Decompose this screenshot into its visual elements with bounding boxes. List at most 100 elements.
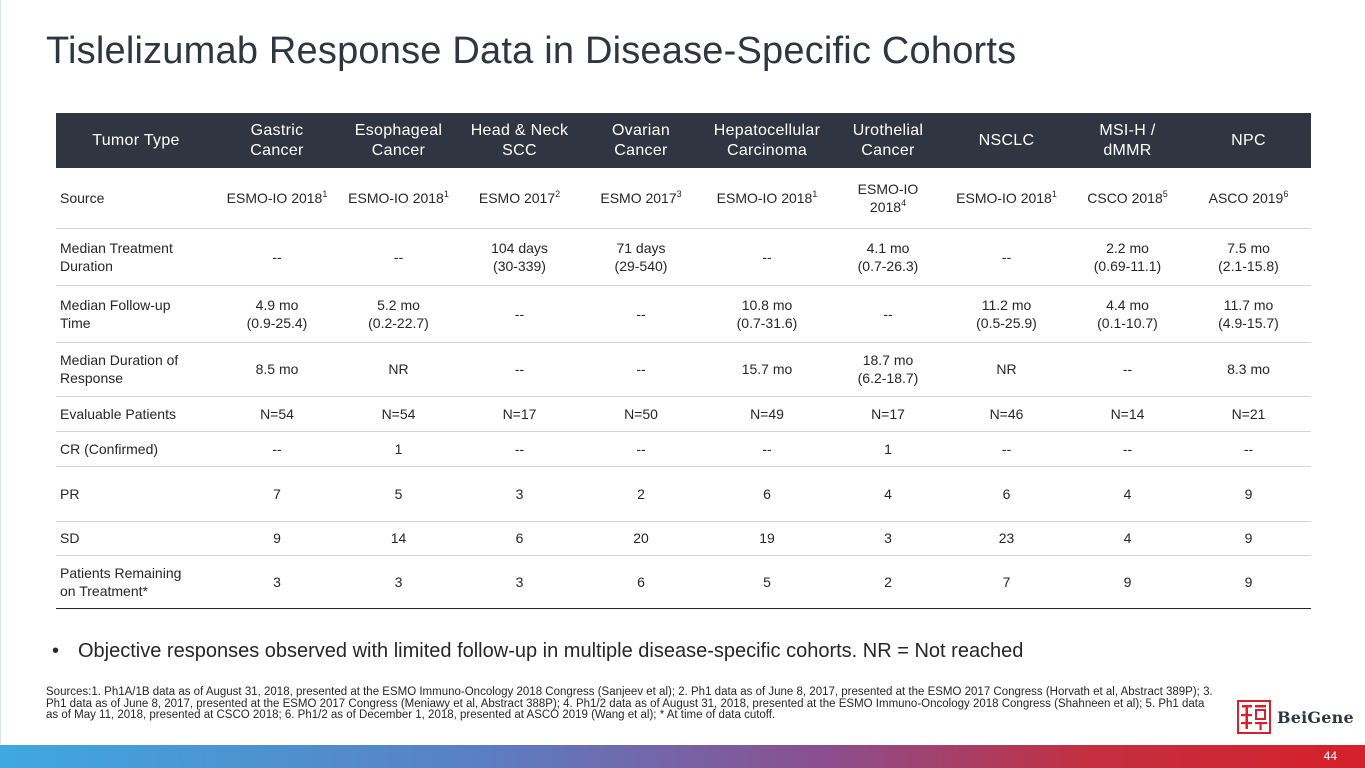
- source-cell: ESMO-IO 20181: [944, 168, 1069, 229]
- cell-value: --: [636, 305, 646, 322]
- cell-value: 10.8 mo: [741, 296, 793, 313]
- source-cell: ESMO 20173: [580, 168, 702, 229]
- cell-value: 19: [759, 530, 775, 546]
- table-cell: --: [459, 342, 580, 397]
- cell-value: --: [762, 440, 772, 457]
- table-row: Median Treatment Duration -- -- 104 days (30-…: [56, 228, 1311, 286]
- source-text: CSCO 2018: [1087, 189, 1163, 206]
- table-cell: --: [944, 228, 1069, 286]
- row-label-line1: SD: [60, 530, 80, 546]
- source-cell: ESMO 20172: [459, 168, 580, 229]
- table-row: Median Follow-up Time 4.9 mo (0.9-25.4) 5.2 …: [56, 285, 1311, 343]
- header-line2: Cancer: [861, 141, 915, 159]
- table-cell: 15.7 mo: [702, 342, 832, 397]
- cell-value: N=54: [381, 405, 416, 422]
- table-cell: 104 days (30-339): [459, 228, 580, 286]
- table-cell: 8.3 mo: [1186, 342, 1311, 397]
- table-cell: N=17: [832, 396, 944, 432]
- source-cell: ESMO-IO 20181: [216, 168, 338, 229]
- table-row: PR 7 5 3 2 6 4 6 4 9: [56, 466, 1311, 522]
- table-cell: 6: [944, 466, 1069, 522]
- table-cell: --: [1186, 431, 1311, 467]
- header-line1: Esophageal: [354, 121, 443, 139]
- cell-value: N=46: [989, 405, 1024, 422]
- source-text: ESMO-IO 2018: [716, 189, 813, 206]
- cell-value: 7: [273, 485, 281, 502]
- header-line1: Gastric: [250, 121, 304, 139]
- table-cell: 2.2 mo (0.69-11.1): [1069, 228, 1186, 286]
- cell-value: 9: [1244, 573, 1253, 590]
- cell-value: 4: [1123, 530, 1132, 546]
- cell-value: 4.4 mo: [1106, 296, 1149, 313]
- table-cell: N=14: [1069, 396, 1186, 432]
- table-cell: 14: [338, 521, 459, 556]
- cell-range: (0.69-11.1): [1093, 257, 1162, 274]
- cell-value: --: [272, 248, 282, 265]
- table-cell: 9: [1186, 555, 1311, 609]
- cell-value: --: [393, 248, 404, 265]
- table-cell: --: [580, 431, 702, 467]
- header-tumor-type: Tumor Type: [56, 113, 216, 168]
- table-cell: --: [216, 228, 338, 286]
- table-cell: 6: [580, 555, 702, 609]
- table-cell: --: [459, 431, 580, 467]
- row-label: CR (Confirmed): [56, 431, 216, 467]
- table-cell: --: [580, 285, 702, 343]
- table-cell: N=54: [216, 396, 338, 432]
- cell-value: 1: [884, 440, 892, 457]
- table-cell: --: [832, 285, 944, 343]
- cell-value: 6: [515, 530, 524, 546]
- header-row: Tumor Type Gastric Cancer Esophageal Cancer…: [56, 113, 1311, 168]
- header-column: NPC: [1186, 113, 1311, 168]
- table-cell: 71 days (29-540): [580, 228, 702, 286]
- cell-value: 4.1 mo: [866, 239, 910, 256]
- source-text: ESMO 2017: [600, 189, 677, 206]
- table-cell: --: [338, 228, 459, 286]
- cell-value: 9: [1244, 485, 1253, 502]
- cell-value: 71 days: [616, 239, 666, 256]
- key-takeaway-bullet: • Objective responses observed with limit…: [52, 640, 1023, 663]
- cell-value: 3: [515, 485, 524, 502]
- header-line2: Carcinoma: [726, 141, 808, 159]
- footnote-ref: 3: [676, 188, 682, 199]
- cell-value: 2: [637, 485, 645, 502]
- table-cell: 3: [459, 555, 580, 609]
- cell-value: --: [1122, 440, 1133, 457]
- table-cell: 2: [580, 466, 702, 522]
- table-cell: 4: [1069, 521, 1186, 556]
- row-label-line1: PR: [60, 485, 80, 502]
- header-column: Gastric Cancer: [216, 113, 338, 168]
- cell-value: N=14: [1110, 405, 1145, 422]
- table-cell: 6: [459, 521, 580, 556]
- table-row: Patients Remaining on Treatment* 3 3 3 6 5 2 7 9 9: [56, 555, 1311, 609]
- bullet-marker: •: [52, 640, 60, 662]
- row-label-line2: on Treatment*: [60, 582, 148, 599]
- table-cell: 4.1 mo (0.7-26.3): [832, 228, 944, 286]
- cell-value: NR: [996, 361, 1017, 377]
- table-cell: 5: [338, 466, 459, 522]
- table-cell: 4: [832, 466, 944, 522]
- row-label-line1: Median Treatment: [60, 239, 173, 256]
- table-cell: 3: [832, 521, 944, 556]
- row-label-line1: Median Follow-up: [60, 296, 171, 313]
- row-label: Median Duration of Response: [56, 342, 216, 397]
- row-label: Patients Remaining on Treatment*: [56, 555, 216, 609]
- cell-value: --: [514, 361, 525, 377]
- cell-range: (0.5-25.9): [976, 314, 1037, 331]
- table-cell: 23: [944, 521, 1069, 556]
- table-cell: --: [216, 431, 338, 467]
- header-column: Urothelial Cancer: [832, 113, 944, 168]
- table-cell: 9: [216, 521, 338, 556]
- cohort-response-table: Tumor Type Gastric Cancer Esophageal Cancer…: [56, 113, 1311, 609]
- header-line2: Cancer: [250, 141, 304, 159]
- cell-value: 3: [394, 573, 403, 590]
- table-row: Median Duration of Response 8.5 mo NR -- -- 15…: [56, 342, 1311, 397]
- header-column: Esophageal Cancer: [338, 113, 459, 168]
- cell-range: (0.9-25.4): [246, 314, 308, 331]
- header-column: NSCLC: [944, 113, 1069, 168]
- cell-value: N=17: [871, 405, 905, 422]
- table-cell: 3: [459, 466, 580, 522]
- left-edge-rule: [0, 0, 1, 745]
- row-label-line1: Patients Remaining: [60, 564, 182, 581]
- cell-range: (30-339): [493, 257, 546, 274]
